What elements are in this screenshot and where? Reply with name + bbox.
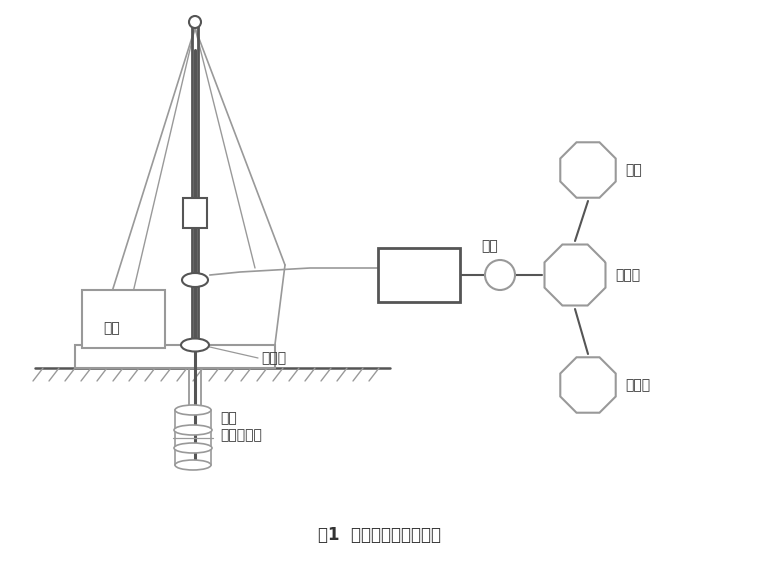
- Ellipse shape: [174, 443, 212, 453]
- Text: 钻机: 钻机: [103, 321, 120, 335]
- Polygon shape: [82, 290, 165, 348]
- Ellipse shape: [181, 339, 209, 352]
- Text: 浆桶: 浆桶: [482, 239, 499, 253]
- Polygon shape: [183, 198, 207, 228]
- Text: 搅拌机: 搅拌机: [615, 268, 640, 282]
- Text: 注浆管: 注浆管: [261, 351, 286, 365]
- Ellipse shape: [175, 460, 211, 470]
- Polygon shape: [560, 357, 616, 413]
- Text: 喷头: 喷头: [220, 411, 237, 425]
- Polygon shape: [75, 345, 275, 368]
- Text: 高压泥: 高压泥: [407, 257, 432, 271]
- Circle shape: [485, 260, 515, 290]
- Text: 水箱: 水箱: [625, 163, 641, 177]
- Ellipse shape: [182, 273, 208, 287]
- Text: 水泥仓: 水泥仓: [625, 378, 650, 392]
- Ellipse shape: [175, 405, 211, 415]
- Polygon shape: [560, 142, 616, 198]
- Text: 浆泵: 浆泵: [410, 274, 427, 288]
- Polygon shape: [378, 248, 460, 302]
- Text: 旋喷固结体: 旋喷固结体: [220, 428, 262, 442]
- Circle shape: [189, 16, 201, 28]
- Polygon shape: [544, 245, 606, 306]
- Ellipse shape: [174, 425, 212, 435]
- Text: 图1  单管旋喷注浆示意图: 图1 单管旋喷注浆示意图: [318, 526, 442, 544]
